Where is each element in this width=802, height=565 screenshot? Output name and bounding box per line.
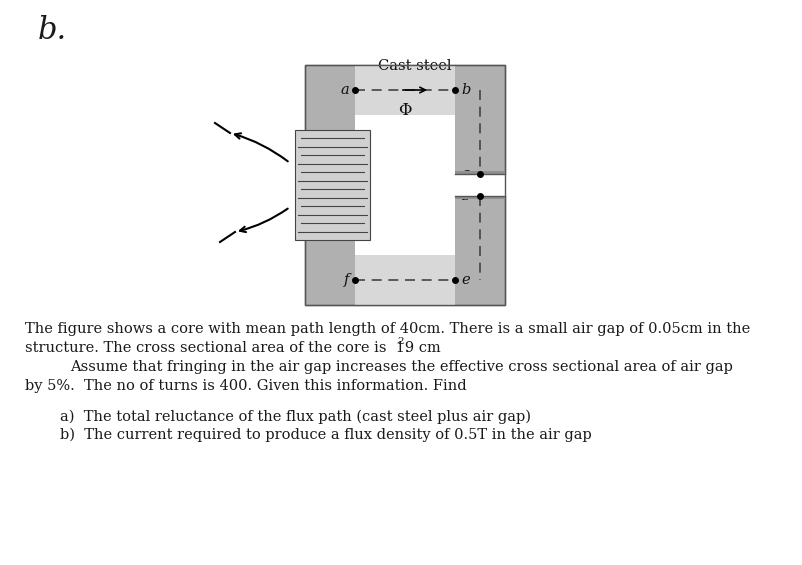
- Text: by 5%.  The no of turns is 400. Given this information. Find: by 5%. The no of turns is 400. Given thi…: [25, 379, 467, 393]
- Text: a: a: [340, 83, 349, 97]
- Text: e: e: [461, 273, 470, 287]
- Text: 2: 2: [397, 337, 403, 346]
- Text: d: d: [461, 189, 471, 203]
- Text: Assume that fringing in the air gap increases the effective cross sectional area: Assume that fringing in the air gap incr…: [70, 360, 733, 374]
- Bar: [455, 196, 505, 199]
- Text: Φ: Φ: [399, 102, 411, 119]
- Text: structure. The cross sectional area of the core is  19 cm: structure. The cross sectional area of t…: [25, 341, 441, 355]
- Bar: [455, 171, 505, 174]
- Text: b: b: [461, 83, 471, 97]
- Bar: [355, 115, 455, 255]
- Bar: [355, 65, 455, 115]
- Bar: [295, 130, 370, 240]
- Text: .: .: [405, 341, 410, 355]
- Text: b)  The current required to produce a flux density of 0.5T in the air gap: b) The current required to produce a flu…: [60, 428, 592, 442]
- Text: c: c: [461, 167, 469, 181]
- Bar: [305, 65, 505, 305]
- Text: f: f: [343, 273, 349, 287]
- Text: b.: b.: [38, 15, 67, 46]
- Bar: [454, 174, 507, 196]
- Text: The figure shows a core with mean path length of 40cm. There is a small air gap : The figure shows a core with mean path l…: [25, 322, 750, 336]
- Bar: [305, 65, 505, 305]
- Text: a)  The total reluctance of the flux path (cast steel plus air gap): a) The total reluctance of the flux path…: [60, 410, 531, 424]
- Text: Cast steel: Cast steel: [379, 59, 452, 73]
- Bar: [355, 255, 455, 305]
